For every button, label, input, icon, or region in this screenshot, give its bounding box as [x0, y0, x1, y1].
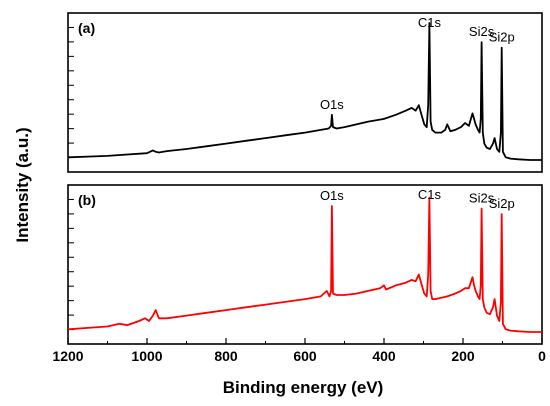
x-tick-label: 1200	[52, 348, 83, 364]
peak-label: C1s	[418, 15, 442, 30]
x-axis-title: Binding energy (eV)	[223, 378, 384, 397]
x-tick-label: 400	[372, 348, 396, 364]
x-tick-label: 200	[451, 348, 475, 364]
x-tick-label: 600	[293, 348, 317, 364]
x-tick-label: 800	[214, 348, 238, 364]
peak-label: C1s	[418, 187, 442, 202]
peak-label: Si2s	[469, 191, 495, 206]
spectrum-line	[67, 22, 542, 161]
peak-label: O1s	[320, 188, 344, 203]
x-axis-ticks: 1200 1000 800 600 400 200 0	[52, 338, 546, 364]
panel-label: (a)	[78, 20, 95, 36]
x-tick-label: 0	[538, 348, 546, 364]
peak-label: Si2p	[489, 196, 515, 211]
x-tick-label: 1000	[131, 348, 162, 364]
spectrum-line	[67, 196, 542, 333]
y-axis-title: Intensity (a.u.)	[13, 127, 32, 242]
peak-label: Si2s	[469, 24, 495, 39]
peak-label: O1s	[320, 97, 344, 112]
panel-label: (b)	[78, 192, 96, 208]
peak-label: Si2p	[489, 30, 515, 45]
panel-frame	[67, 12, 543, 173]
